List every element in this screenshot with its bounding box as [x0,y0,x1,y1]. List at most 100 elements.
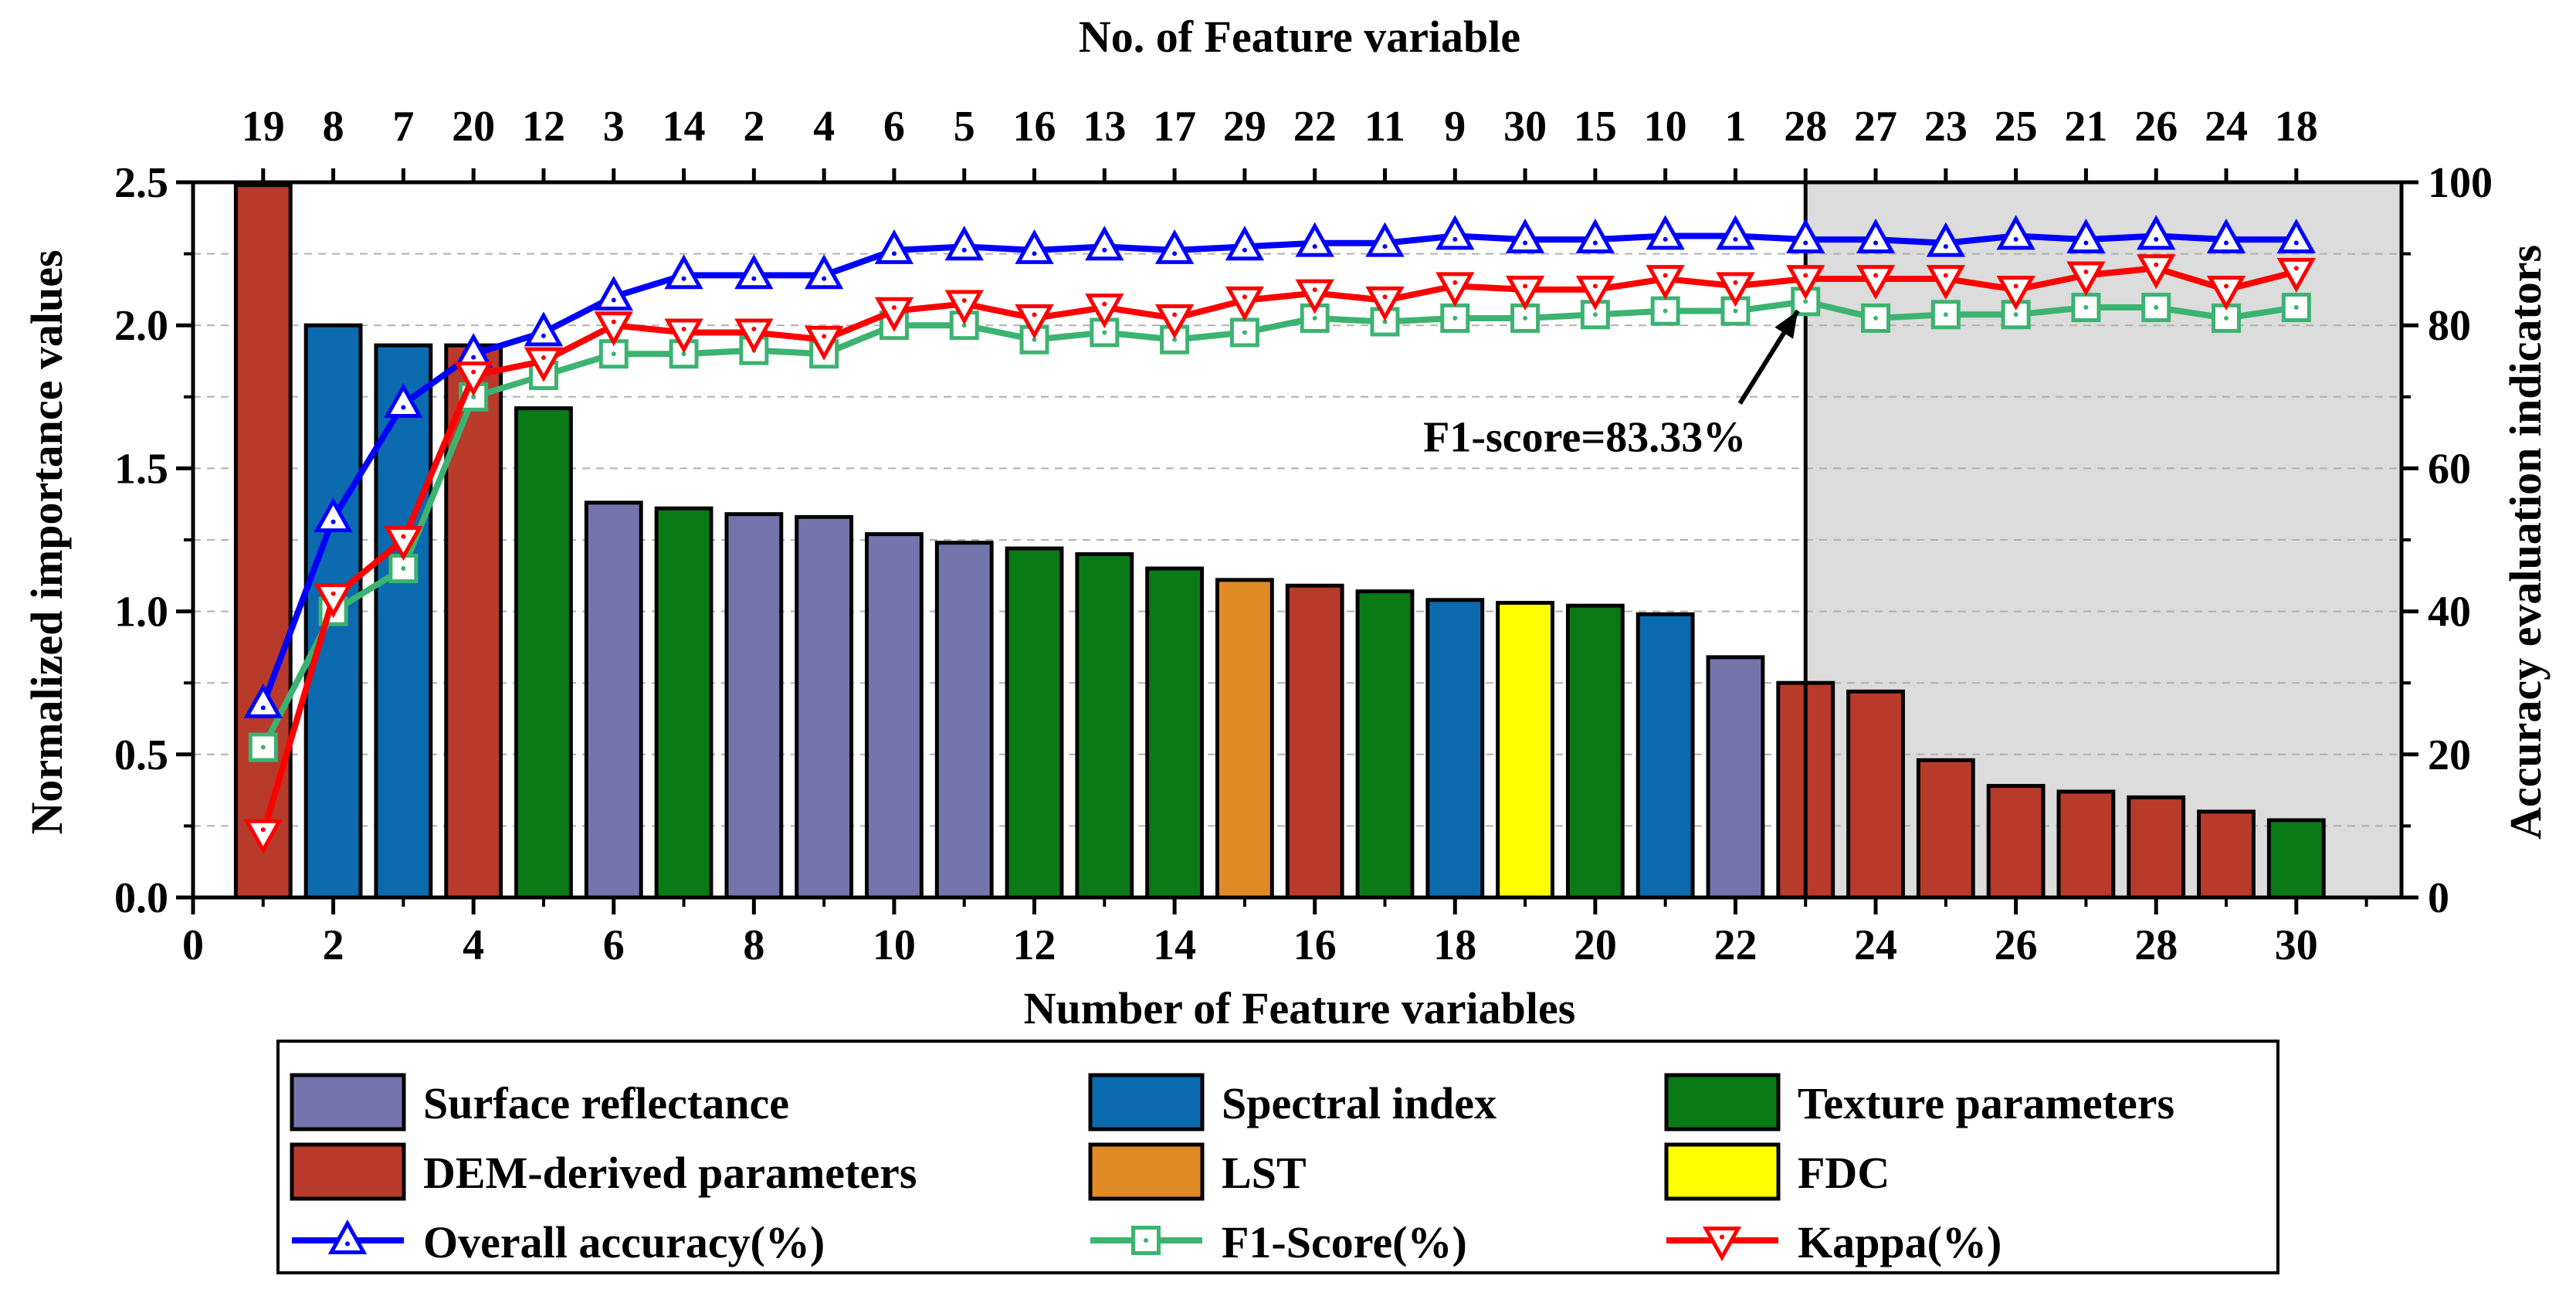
series-marker-dot [891,305,897,310]
legend-label: Kappa(%) [1798,1217,2001,1267]
series-marker [1996,276,2035,311]
series-marker-dot [1733,308,1738,314]
series-marker-dot [751,276,757,281]
top-tick-label: 1 [1724,103,1746,151]
series-marker [384,382,423,418]
y2-tick-label: 80 [2428,302,2471,350]
series-marker [944,290,984,325]
series-marker-dot [2154,305,2159,310]
x-tick-label: 0 [182,921,204,969]
series-marker [1505,276,1545,311]
series-marker [1930,300,1961,330]
series-marker-dot [1242,247,1247,253]
series-marker [804,325,844,361]
series-marker-dot [1803,299,1808,304]
series-marker-dot [822,334,827,339]
series-marker [1716,272,1755,307]
series-marker-dot [1382,294,1388,300]
importance-bar [654,506,713,900]
top-tick-label: 3 [603,103,625,151]
series-marker [2066,261,2106,297]
series-marker-dot [1943,244,1948,249]
series-marker-dot [1523,283,1528,289]
series-marker-dot [1592,283,1598,289]
x-tick-label: 8 [743,921,764,969]
importance-bar [1005,546,1064,900]
series-marker-dot [1242,330,1247,335]
series-marker-dot [1663,236,1668,242]
series-marker [1085,226,1124,261]
series-marker-dot [1102,301,1107,307]
series-marker-dot [1873,240,1879,246]
annotation-arrowhead [1774,310,1798,339]
y-axis-title: Normalized importance values [22,249,72,834]
legend-label: Texture parameters [1798,1078,2174,1128]
legend: Surface reflectance Spectral index Texture… [276,1040,2279,1274]
importance-bar [865,532,924,900]
series-marker [1650,296,1680,326]
series-marker-dot [2013,236,2018,242]
importance-bar [2197,809,2256,900]
top-tick-label: 18 [2275,103,2318,151]
series-marker-dot [1873,273,1879,278]
series-marker [874,297,914,332]
importance-bars [233,183,2326,900]
series-marker-dot [2293,240,2299,246]
series-marker-dot [1663,273,1668,278]
importance-bar [1846,689,1905,900]
series-marker [1365,222,1405,257]
top-tick-label: 26 [2134,103,2178,151]
series-marker-dot [330,591,336,596]
top-tick-label: 17 [1153,103,1196,151]
top-tick-label: 29 [1223,103,1266,151]
series-marker [1015,304,1054,340]
series-marker [524,347,564,382]
series-marker-dot [471,355,476,360]
importance-bar [1986,784,2046,900]
series-marker-dot [1172,312,1178,317]
series-marker-dot [1312,244,1317,249]
series-marker [734,254,774,290]
series-marker-dot [2224,283,2229,289]
y2-tick-label: 40 [2428,589,2471,636]
series-marker-dot [961,323,967,328]
series-marker-dot [1592,312,1598,317]
series-marker-dot [1452,315,1458,321]
series-marker-dot [541,333,546,338]
series-marker-dot [1172,337,1178,342]
x-tick-label: 14 [1153,921,1196,969]
series-marker-dot [1032,251,1037,256]
series-marker-dot [2224,315,2229,321]
series-marker-dot [822,276,827,281]
series-marker-dot [471,369,476,375]
series-marker-dot [2013,312,2018,317]
y2-tick-label: 0 [2428,874,2449,922]
series-marker-dot [1382,244,1388,249]
x-tick-label: 24 [1854,921,1897,969]
legend-swatch [290,1073,406,1131]
series-marker-dot [260,705,266,711]
series-marker-dot [260,745,266,750]
top-tick-label: 2 [743,103,764,151]
series-marker [1505,218,1545,253]
series-marker [1435,272,1475,307]
series-marker-dot [1312,287,1317,293]
series-marker-dot [1382,319,1388,324]
series-marker [2137,254,2176,290]
series-marker-dot [260,827,266,833]
series-marker-dot [1663,308,1668,314]
series-marker [248,732,278,762]
series-marker [1926,265,1966,300]
series-line [259,265,2297,834]
legend-label: Overall accuracy(%) [423,1217,825,1267]
series-marker-dot [1592,240,1598,246]
series-marker-dot [2013,283,2018,289]
series-marker [1154,304,1195,340]
x-tick-label: 4 [463,921,484,969]
series-marker [1370,307,1400,337]
top-tick-label: 22 [1293,103,1337,151]
top-tick-label: 4 [813,103,835,151]
importance-bar [2127,795,2186,900]
series-marker-dot [961,247,967,253]
